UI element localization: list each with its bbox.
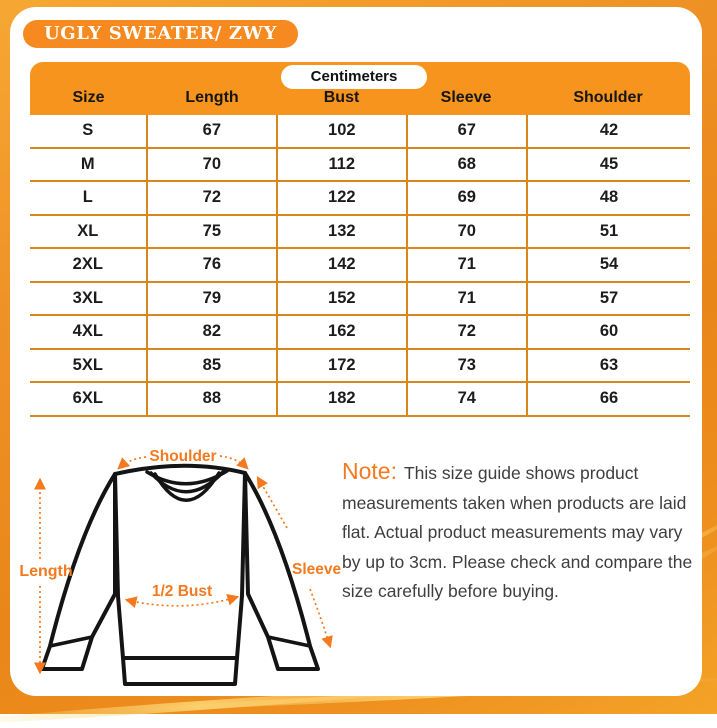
- value-cell: 67: [148, 115, 279, 147]
- sleeve-arrow-down: [309, 588, 333, 649]
- size-cell: L: [30, 182, 148, 214]
- column-header: Size: [72, 89, 105, 106]
- size-cell: S: [30, 115, 148, 147]
- value-cell: 88: [148, 383, 279, 415]
- value-cell: 51: [599, 221, 619, 240]
- shoulder-arrow-right: [219, 455, 249, 470]
- table-header-row: Size Length Bust Sleeve Shoulder: [30, 85, 690, 111]
- table-row: 4XL 82 162 72 60: [30, 316, 690, 350]
- collar-arc: [153, 471, 221, 502]
- sweater-diagram: Shoulder Length 1/2 Bust Sleeve: [15, 445, 345, 707]
- table-body: S 67 102 67 42 M 70 112 68 45 L 72 122 69 48 XL 75 132 70 5…: [30, 115, 690, 417]
- sleeve-arrow-up: [256, 475, 288, 529]
- value-cell: 122: [278, 182, 408, 214]
- column-header: Shoulder: [573, 89, 643, 106]
- column-header: Length: [185, 89, 239, 106]
- sweater-details: [48, 469, 312, 648]
- page-title: UGLY SWEATER/ ZWY: [44, 23, 277, 44]
- value-cell: 142: [278, 249, 408, 281]
- value-cell: 54: [599, 255, 619, 274]
- value-cell: 79: [148, 282, 279, 314]
- shoulder-label: Shoulder: [149, 448, 216, 465]
- size-cell: 2XL: [30, 249, 148, 281]
- value-cell: 75: [148, 215, 279, 247]
- sleeve-label: Sleeve: [292, 561, 342, 578]
- value-cell: 70: [408, 215, 529, 247]
- column-header: Sleeve: [440, 89, 492, 106]
- shoulder-arrow-left: [117, 456, 147, 470]
- note-prefix: Note:: [342, 458, 397, 484]
- table-row: S 67 102 67 42: [30, 115, 690, 149]
- measure-arrows: [34, 455, 333, 675]
- value-cell: 42: [599, 121, 619, 140]
- unit-pill: Centimeters: [281, 65, 427, 89]
- value-cell: 63: [599, 355, 619, 374]
- value-cell: 74: [408, 383, 529, 415]
- length-label: Length: [19, 563, 72, 580]
- sweater-outline: [40, 463, 320, 686]
- value-cell: 82: [148, 316, 279, 348]
- table-row: XL 75 132 70 51: [30, 215, 690, 249]
- value-cell: 85: [148, 349, 279, 381]
- value-cell: 69: [408, 182, 529, 214]
- sweater-body: [113, 463, 247, 660]
- size-cell: 3XL: [30, 282, 148, 314]
- value-cell: 45: [599, 154, 619, 173]
- value-cell: 68: [408, 148, 529, 180]
- note: Note: This size guide shows product measu…: [342, 457, 702, 607]
- table-row: 2XL 76 142 71 54: [30, 249, 690, 283]
- table-row: L 72 122 69 48: [30, 182, 690, 216]
- size-cell: M: [30, 148, 148, 180]
- value-cell: 67: [408, 115, 529, 147]
- table-row: 6XL 88 182 74 66: [30, 383, 690, 417]
- value-cell: 72: [408, 316, 529, 348]
- table-row: 5XL 85 172 73 63: [30, 349, 690, 383]
- table-header: Centimeters Size Length Bust Sleeve Shoulder: [30, 62, 690, 115]
- value-cell: 71: [408, 249, 529, 281]
- left-sleeve: [40, 472, 117, 671]
- value-cell: 70: [148, 148, 279, 180]
- value-cell: 102: [278, 115, 408, 147]
- value-cell: 72: [148, 182, 279, 214]
- value-cell: 66: [599, 389, 619, 408]
- column-header: Bust: [323, 89, 360, 106]
- size-cell: 5XL: [30, 349, 148, 381]
- value-cell: 182: [278, 383, 408, 415]
- value-cell: 162: [278, 316, 408, 348]
- size-cell: XL: [30, 215, 148, 247]
- value-cell: 132: [278, 215, 408, 247]
- right-cuff-line: [266, 635, 312, 648]
- value-cell: 48: [599, 188, 619, 207]
- value-cell: 73: [408, 349, 529, 381]
- value-cell: 172: [278, 349, 408, 381]
- sweater-illustration: Shoulder Length 1/2 Bust Sleeve: [19, 448, 342, 686]
- table-row: M 70 112 68 45: [30, 148, 690, 182]
- size-cell: 4XL: [30, 316, 148, 348]
- value-cell: 57: [599, 288, 619, 307]
- bust-arrow: [124, 593, 240, 608]
- value-cell: 71: [408, 282, 529, 314]
- size-table: Centimeters Size Length Bust Sleeve Shoulder…: [30, 62, 690, 417]
- table-row: 3XL 79 152 71 57: [30, 282, 690, 316]
- content-panel: UGLY SWEATER/ ZWY Centimeters Size Length…: [10, 7, 702, 696]
- value-cell: 152: [278, 282, 408, 314]
- value-cell: 60: [599, 322, 619, 341]
- value-cell: 112: [278, 148, 408, 180]
- right-sleeve: [243, 471, 320, 671]
- hem-band: [121, 656, 239, 686]
- value-cell: 76: [148, 249, 279, 281]
- title-badge: UGLY SWEATER/ ZWY: [23, 20, 298, 48]
- left-cuff-line: [48, 635, 94, 648]
- note-text: This size guide shows product measuremen…: [342, 463, 693, 601]
- size-cell: 6XL: [30, 383, 148, 415]
- half-bust-label: 1/2 Bust: [152, 583, 212, 600]
